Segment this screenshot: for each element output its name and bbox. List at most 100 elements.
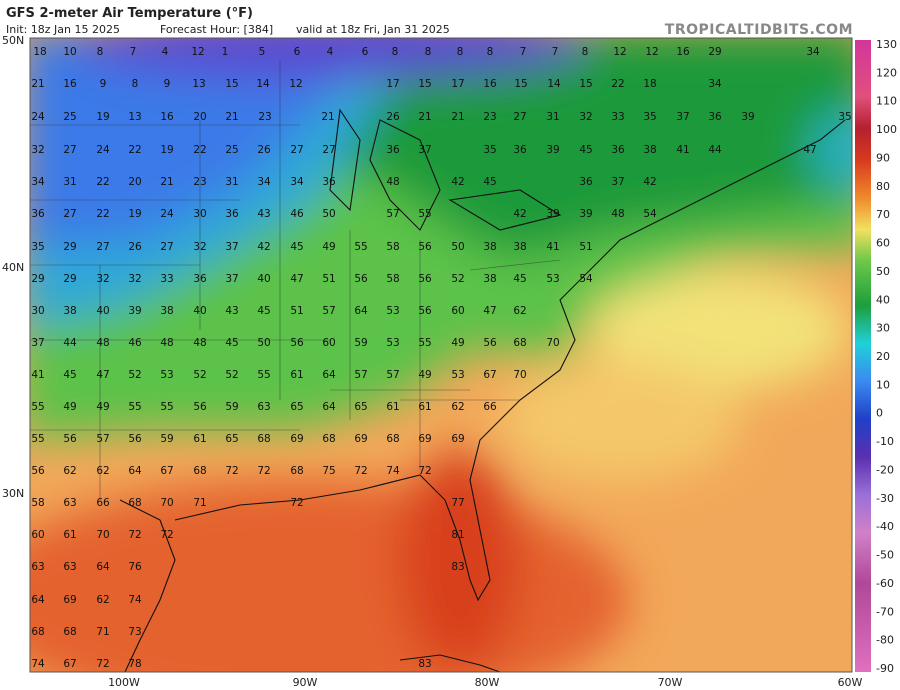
- station-value: 21: [225, 111, 238, 123]
- station-value: 72: [354, 465, 367, 477]
- station-value: 48: [160, 337, 173, 349]
- station-value: 57: [322, 305, 335, 317]
- station-value: 69: [418, 433, 431, 445]
- station-value: 59: [225, 401, 238, 413]
- station-value: 59: [354, 337, 367, 349]
- station-value: 56: [418, 241, 432, 253]
- station-value: 26: [257, 144, 271, 156]
- station-value: 16: [483, 78, 497, 90]
- station-value: 8: [487, 46, 494, 58]
- station-value: 61: [418, 401, 431, 413]
- station-value: 74: [31, 658, 45, 670]
- station-value: 13: [128, 111, 141, 123]
- station-value: 68: [31, 626, 44, 638]
- station-value: 71: [96, 626, 109, 638]
- station-value: 70: [513, 369, 526, 381]
- latitude-label: 40N: [2, 261, 24, 274]
- station-value: 58: [31, 497, 44, 509]
- site-credit: TROPICALTIDBITS.COM: [665, 22, 853, 38]
- station-value: 41: [31, 369, 44, 381]
- station-value: 63: [63, 561, 76, 573]
- station-value: 35: [838, 111, 851, 123]
- colorbar-label: 50: [876, 265, 890, 278]
- station-value: 52: [193, 369, 206, 381]
- station-value: 66: [96, 497, 110, 509]
- colorbar-label: 20: [876, 350, 890, 363]
- station-value: 57: [354, 369, 367, 381]
- station-value: 16: [676, 46, 690, 58]
- station-value: 42: [513, 208, 526, 220]
- latitude-label: 50N: [2, 34, 24, 47]
- station-value: 42: [451, 176, 464, 188]
- station-value: 29: [63, 241, 76, 253]
- station-value: 36: [513, 144, 527, 156]
- station-value: 8: [392, 46, 399, 58]
- station-value: 55: [31, 433, 44, 445]
- station-value: 23: [258, 111, 271, 123]
- station-value: 55: [354, 241, 367, 253]
- station-value: 7: [520, 46, 527, 58]
- station-value: 78: [128, 658, 141, 670]
- station-value: 56: [193, 401, 207, 413]
- station-value: 34: [708, 78, 722, 90]
- station-value: 49: [418, 369, 431, 381]
- station-value: 45: [290, 241, 303, 253]
- station-value: 36: [225, 208, 239, 220]
- station-value: 83: [418, 658, 431, 670]
- station-value: 44: [708, 144, 722, 156]
- station-value: 66: [483, 401, 497, 413]
- station-value: 27: [513, 111, 526, 123]
- station-value: 65: [290, 401, 303, 413]
- station-value: 55: [31, 401, 44, 413]
- station-value: 30: [31, 305, 44, 317]
- station-value: 62: [96, 594, 109, 606]
- station-value: 56: [128, 433, 142, 445]
- station-value: 4: [327, 46, 334, 58]
- station-value: 21: [451, 111, 464, 123]
- station-value: 60: [451, 305, 464, 317]
- station-value: 50: [257, 337, 270, 349]
- longitude-label: 60W: [838, 676, 863, 689]
- station-value: 57: [386, 208, 399, 220]
- station-value: 39: [546, 144, 559, 156]
- station-value: 40: [193, 305, 206, 317]
- station-value: 8: [425, 46, 432, 58]
- station-value: 68: [322, 433, 335, 445]
- forecast-hour: Forecast Hour: [384]: [160, 23, 273, 36]
- station-value: 56: [354, 273, 368, 285]
- station-value: 38: [513, 241, 526, 253]
- station-value: 25: [63, 111, 76, 123]
- station-value: 12: [191, 46, 204, 58]
- station-value: 61: [290, 369, 303, 381]
- station-value: 29: [708, 46, 721, 58]
- colorbar-label: -60: [876, 577, 894, 590]
- station-value: 12: [289, 78, 302, 90]
- station-value: 36: [31, 208, 45, 220]
- station-value: 15: [418, 78, 431, 90]
- station-value: 18: [33, 46, 46, 58]
- station-value: 83: [451, 561, 464, 573]
- station-value: 27: [63, 144, 76, 156]
- station-value: 67: [483, 369, 496, 381]
- station-value: 56: [31, 465, 45, 477]
- station-value: 15: [579, 78, 592, 90]
- station-value: 34: [806, 46, 820, 58]
- station-value: 31: [63, 176, 76, 188]
- station-value: 72: [96, 658, 109, 670]
- station-value: 27: [290, 144, 303, 156]
- station-value: 53: [451, 369, 464, 381]
- station-value: 64: [128, 465, 142, 477]
- station-value: 38: [63, 305, 76, 317]
- colorbar-label: 60: [876, 237, 890, 250]
- station-value: 67: [63, 658, 76, 670]
- station-value: 39: [579, 208, 592, 220]
- station-value: 15: [514, 78, 527, 90]
- colorbar-label: 30: [876, 322, 890, 335]
- station-value: 22: [96, 208, 109, 220]
- station-value: 43: [225, 305, 238, 317]
- station-value: 58: [386, 273, 399, 285]
- station-value: 20: [193, 111, 206, 123]
- station-value: 72: [418, 465, 431, 477]
- station-value: 19: [128, 208, 141, 220]
